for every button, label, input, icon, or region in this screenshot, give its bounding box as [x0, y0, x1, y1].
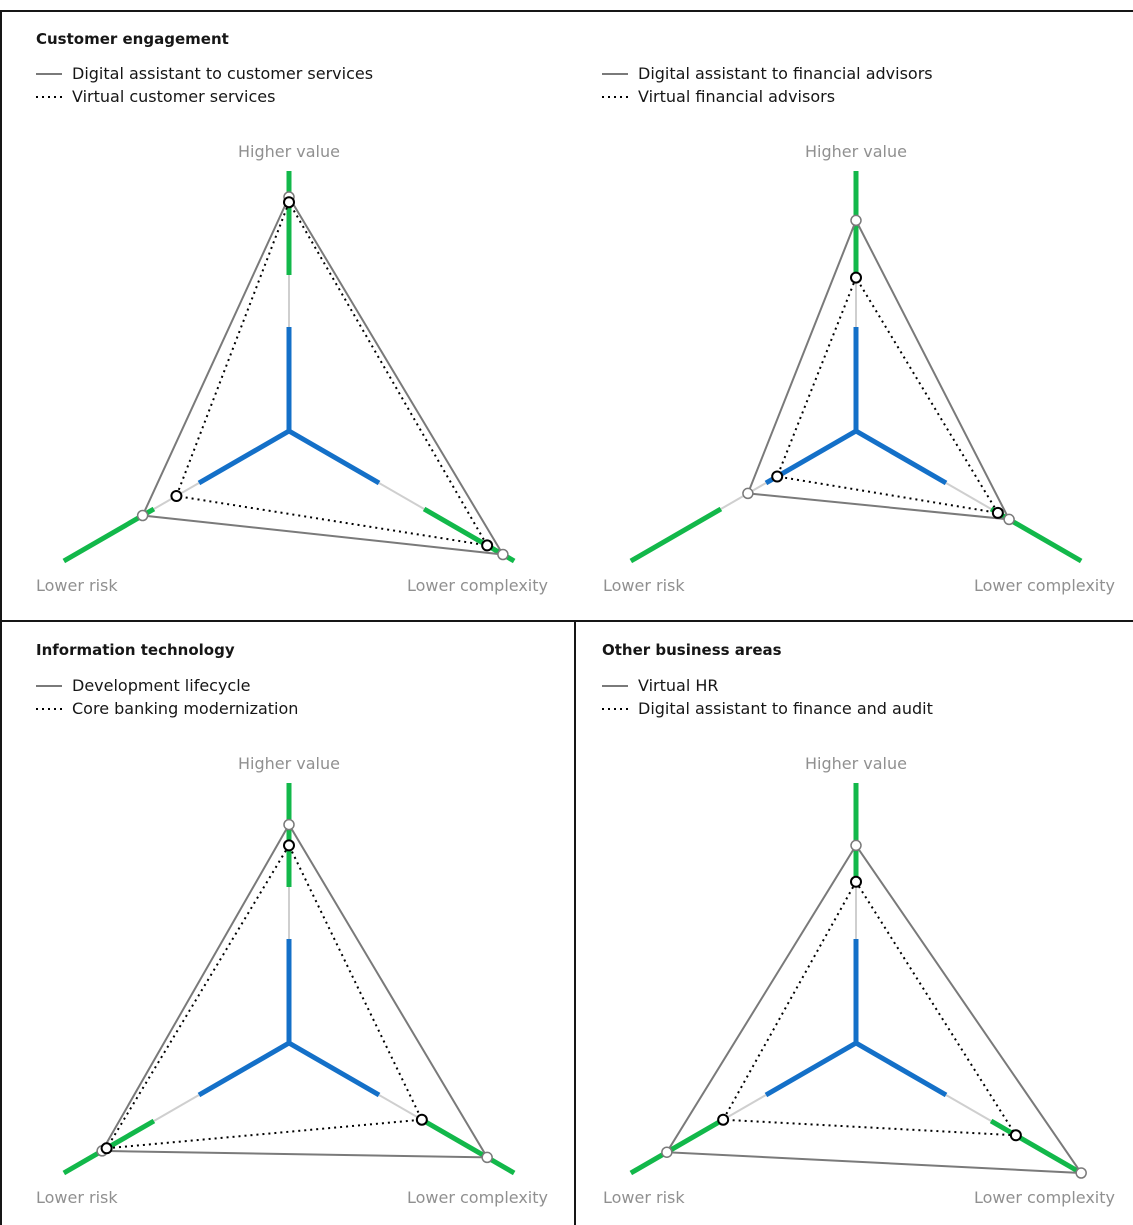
dotted-line-swatch — [36, 707, 62, 710]
data-point-marker — [850, 214, 862, 227]
axis-label-lower-risk: Lower risk — [36, 1188, 118, 1207]
axis-segment — [945, 1094, 992, 1122]
axis-label-lower-risk: Lower risk — [603, 576, 685, 595]
legend-label: Digital assistant to financial advisors — [638, 64, 933, 83]
axis-label-lower-complexity: Lower complexity — [407, 576, 548, 595]
solid-line-swatch — [36, 72, 62, 75]
axis-label-higher-value: Higher value — [805, 142, 907, 161]
panel-title-customer-engagement: Customer engagement — [36, 30, 229, 48]
legend-item: Virtual HR — [602, 674, 933, 697]
axis-segment — [989, 1118, 1083, 1176]
axis-segment — [422, 1118, 516, 1176]
dotted-line-swatch — [602, 95, 628, 98]
frame-top — [0, 10, 1133, 622]
axis-label-lower-risk: Lower risk — [36, 576, 118, 595]
axis-segment — [945, 482, 992, 510]
data-point-marker — [415, 1113, 428, 1126]
series-solid-polygon — [665, 843, 1084, 1175]
series-solid-polygon — [746, 217, 1011, 521]
data-point-marker — [1003, 513, 1015, 526]
legend-label: Digital assistant to finance and audit — [638, 699, 933, 718]
axis-segment — [854, 1040, 948, 1098]
panel-title-other-business-areas: Other business areas — [602, 641, 782, 659]
dotted-line-swatch — [602, 707, 628, 710]
frame-left-bottom — [0, 620, 576, 1225]
legend-label: Development lifecycle — [72, 676, 251, 695]
data-point-marker — [283, 839, 295, 852]
data-point-marker — [100, 1142, 113, 1155]
axis-segment — [629, 1118, 723, 1176]
axis-segment — [378, 482, 425, 510]
axis-label-higher-value: Higher value — [238, 754, 340, 773]
data-point-marker — [850, 875, 862, 888]
panel-title-information-technology: Information technology — [36, 641, 235, 659]
axis-segment — [197, 428, 291, 486]
data-point-marker — [136, 509, 149, 522]
solid-line-swatch — [602, 684, 628, 687]
axis-label-lower-risk: Lower risk — [603, 1188, 685, 1207]
data-point-marker — [481, 539, 494, 552]
legend-item: Virtual customer services — [36, 85, 373, 108]
series-dotted-polygon — [775, 275, 1000, 515]
axis-segment — [854, 428, 948, 486]
legend-item: Development lifecycle — [36, 674, 298, 697]
data-point-marker — [742, 487, 754, 500]
legend-panel-3: Development lifecycle Core banking moder… — [36, 674, 298, 720]
axis-segment — [153, 1094, 200, 1122]
solid-line-swatch — [36, 684, 62, 687]
axis-label-lower-complexity: Lower complexity — [407, 1188, 548, 1207]
legend-label: Virtual HR — [638, 676, 719, 695]
legend-panel-2: Digital assistant to financial advisors … — [602, 62, 933, 108]
legend-item: Digital assistant to finance and audit — [602, 697, 933, 720]
axis-segment — [287, 1040, 381, 1098]
axis-segment — [629, 506, 723, 564]
data-point-marker — [1075, 1167, 1087, 1179]
legend-panel-4: Virtual HR Digital assistant to finance … — [602, 674, 933, 720]
data-point-marker — [481, 1151, 493, 1164]
data-point-marker — [170, 490, 183, 502]
legend-item: Virtual financial advisors — [602, 85, 933, 108]
legend-panel-1: Digital assistant to customer services V… — [36, 62, 373, 108]
data-point-marker — [1009, 1129, 1022, 1142]
data-point-marker — [283, 818, 295, 831]
legend-item: Digital assistant to financial advisors — [602, 62, 933, 85]
data-point-marker — [771, 470, 784, 483]
data-point-marker — [497, 548, 509, 561]
axis-segment — [197, 1040, 291, 1098]
series-solid-polygon — [100, 822, 489, 1159]
axis-segment — [720, 1094, 767, 1122]
data-point-marker — [661, 1146, 673, 1158]
series-dotted-polygon — [175, 199, 490, 547]
series-dotted-polygon — [721, 879, 1018, 1137]
axis-label-lower-complexity: Lower complexity — [974, 1188, 1115, 1207]
legend-label: Virtual customer services — [72, 87, 276, 106]
legend-label: Digital assistant to customer services — [72, 64, 374, 83]
axis-label-higher-value: Higher value — [238, 142, 340, 161]
solid-line-swatch — [602, 72, 628, 75]
axis-segment — [378, 1094, 425, 1122]
legend-label: Core banking modernization — [72, 699, 299, 718]
legend-item: Digital assistant to customer services — [36, 62, 373, 85]
series-dotted-polygon — [104, 843, 424, 1150]
axis-label-higher-value: Higher value — [805, 754, 907, 773]
dotted-line-swatch — [36, 95, 62, 98]
data-point-marker — [283, 196, 295, 209]
axis-segment — [764, 1040, 858, 1098]
axis-segment — [287, 428, 381, 486]
data-point-marker — [991, 506, 1004, 519]
data-point-marker — [717, 1113, 730, 1126]
legend-label: Virtual financial advisors — [638, 87, 836, 106]
series-solid-polygon — [141, 194, 505, 556]
data-point-marker — [850, 271, 862, 284]
axis-label-lower-complexity: Lower complexity — [974, 576, 1115, 595]
data-point-marker — [850, 839, 862, 852]
legend-item: Core banking modernization — [36, 697, 298, 720]
